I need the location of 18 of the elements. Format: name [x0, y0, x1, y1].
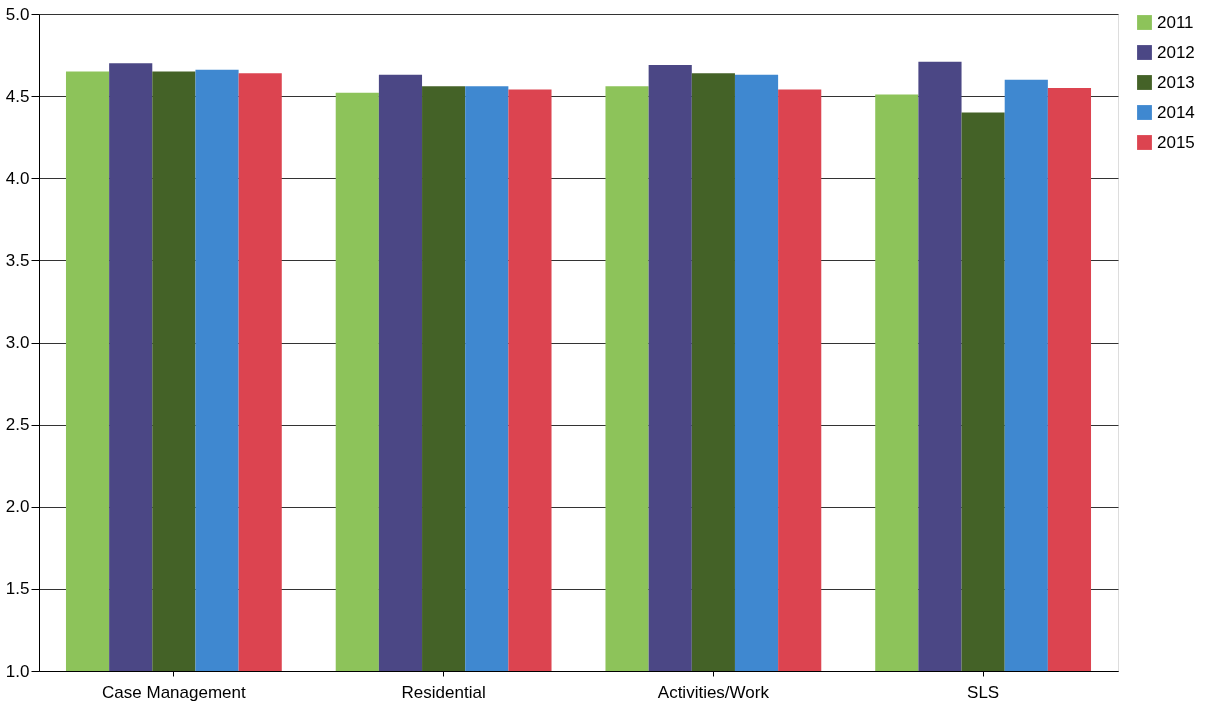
y-tick-label: 1.5 — [5, 579, 30, 599]
y-tick-label: 2.5 — [5, 415, 30, 435]
y-tick-label: 4.0 — [5, 168, 30, 188]
legend-label: 2011 — [1157, 12, 1194, 32]
legend-label: 2012 — [1157, 42, 1195, 62]
x-tick-label: Case Management — [102, 682, 246, 702]
x-tick-label: Activities/Work — [657, 682, 770, 702]
x-tick-label: Residential — [401, 682, 486, 702]
y-tick-label: 5.0 — [5, 4, 30, 24]
x-tick-label: SLS — [967, 682, 1000, 702]
y-tick-label: 3.5 — [5, 250, 30, 270]
legend-label: 2013 — [1157, 72, 1195, 92]
y-tick-label: 1.0 — [5, 661, 30, 681]
legend-label: 2015 — [1157, 132, 1195, 152]
y-tick-label: 4.5 — [5, 86, 30, 106]
y-tick-label: 3.0 — [5, 333, 30, 352]
legend-label: 2014 — [1157, 102, 1195, 122]
y-tick-label: 2.0 — [5, 497, 30, 517]
